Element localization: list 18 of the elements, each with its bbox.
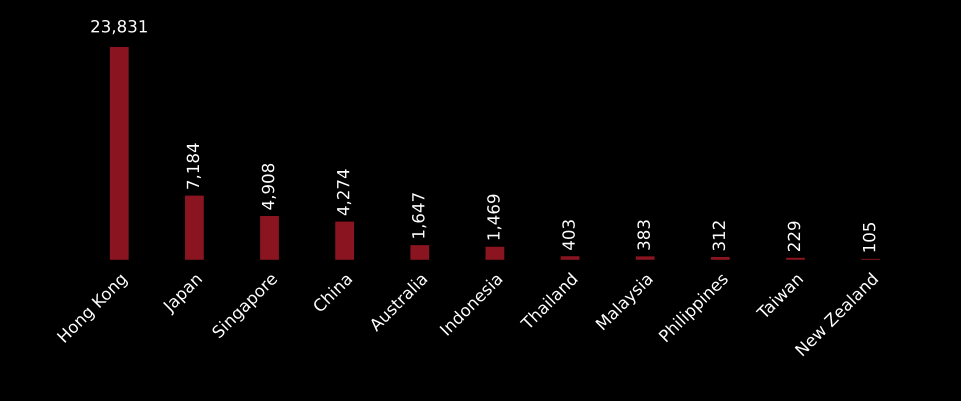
bar: [110, 46, 129, 260]
bar: [410, 245, 430, 260]
data-label: 229: [788, 222, 800, 252]
data-label: 312: [712, 221, 726, 250]
bar: [184, 196, 204, 260]
bar: [560, 256, 580, 260]
data-label: 7,184: [186, 143, 201, 189]
data-label: 1,469: [487, 194, 502, 240]
data-label: 383: [637, 220, 650, 250]
data-label: 23,831: [91, 20, 147, 34]
data-label: 105: [862, 223, 876, 252]
bar: [335, 222, 354, 260]
data-label: 1,647: [412, 193, 426, 238]
data-label: 4,908: [262, 164, 276, 210]
data-label: 4,274: [336, 169, 352, 216]
bar: [486, 246, 504, 260]
data-label: 403: [562, 220, 575, 250]
bar: [260, 216, 279, 260]
